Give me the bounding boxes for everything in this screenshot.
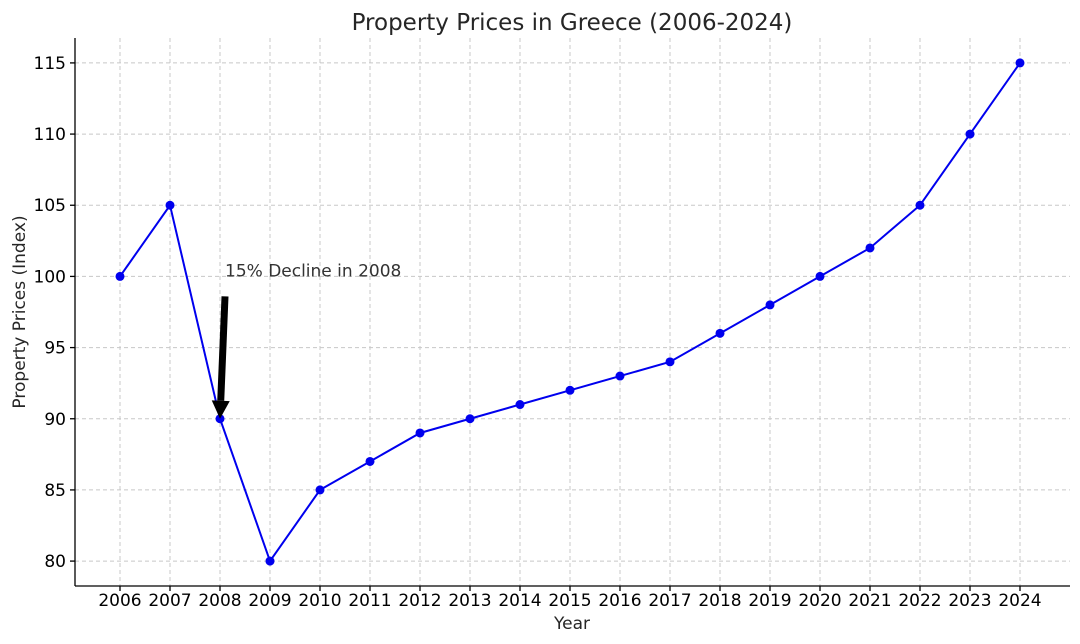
x-tick-label: 2009	[248, 591, 291, 611]
x-tick-label: 2011	[348, 591, 391, 611]
x-tick-label: 2020	[798, 591, 841, 611]
x-tick-label: 2006	[98, 591, 141, 611]
y-tick-label: 105	[34, 196, 66, 216]
data-point	[365, 456, 375, 466]
y-tick-label: 115	[34, 54, 66, 74]
chart-title: Property Prices in Greece (2006-2024)	[352, 10, 793, 36]
data-point	[465, 414, 475, 424]
data-point	[915, 200, 925, 210]
annotation-text: 15% Decline in 2008	[225, 261, 401, 281]
y-axis-label: Property Prices (Index)	[10, 215, 30, 408]
data-point	[965, 129, 975, 139]
x-tick-label: 2019	[748, 591, 791, 611]
data-point	[715, 328, 725, 338]
grid	[75, 38, 1070, 586]
y-tick-label: 95	[44, 339, 66, 359]
data-point	[1015, 58, 1025, 68]
data-point	[865, 243, 875, 253]
x-tick-labels: 2006 2007 2008 2009 2010 2011 2012 2013 2014 2015…	[98, 591, 1041, 611]
x-tick-label: 2014	[498, 591, 541, 611]
annotation-arrow-shaft	[217, 296, 229, 401]
annotation: 15% Decline in 2008	[211, 261, 401, 419]
data-point	[265, 556, 275, 566]
x-tick-label: 2022	[898, 591, 941, 611]
x-tick-label: 2010	[298, 591, 341, 611]
x-tick-label: 2007	[148, 591, 191, 611]
data-point	[665, 357, 675, 367]
y-tick-label: 80	[44, 552, 66, 572]
data-point	[415, 428, 425, 438]
x-tick-label: 2021	[848, 591, 891, 611]
x-tick-label: 2018	[698, 591, 741, 611]
x-axis-label: Year	[553, 614, 590, 634]
x-tick-label: 2024	[998, 591, 1041, 611]
data-point	[515, 400, 525, 410]
x-tick-label: 2023	[948, 591, 991, 611]
x-tick-label: 2015	[548, 591, 591, 611]
data-point	[165, 200, 175, 210]
x-tick-label: 2013	[448, 591, 491, 611]
y-tick-label: 90	[44, 410, 66, 430]
x-tick-label: 2008	[198, 591, 241, 611]
y-tick-label: 110	[34, 125, 66, 145]
x-tick-label: 2016	[598, 591, 641, 611]
axes	[70, 38, 1070, 591]
y-tick-labels: 80 85 90 95 100 105 110 115	[34, 54, 66, 572]
x-tick-label: 2017	[648, 591, 691, 611]
data-point	[115, 271, 125, 281]
data-point	[615, 371, 625, 381]
data-point	[315, 485, 325, 495]
data-point	[565, 385, 575, 395]
data-point	[765, 300, 775, 310]
y-tick-label: 100	[34, 267, 66, 287]
annotation-arrow-head	[211, 400, 230, 419]
x-tick-label: 2012	[398, 591, 441, 611]
data-point	[815, 271, 825, 281]
y-tick-label: 85	[44, 481, 66, 501]
